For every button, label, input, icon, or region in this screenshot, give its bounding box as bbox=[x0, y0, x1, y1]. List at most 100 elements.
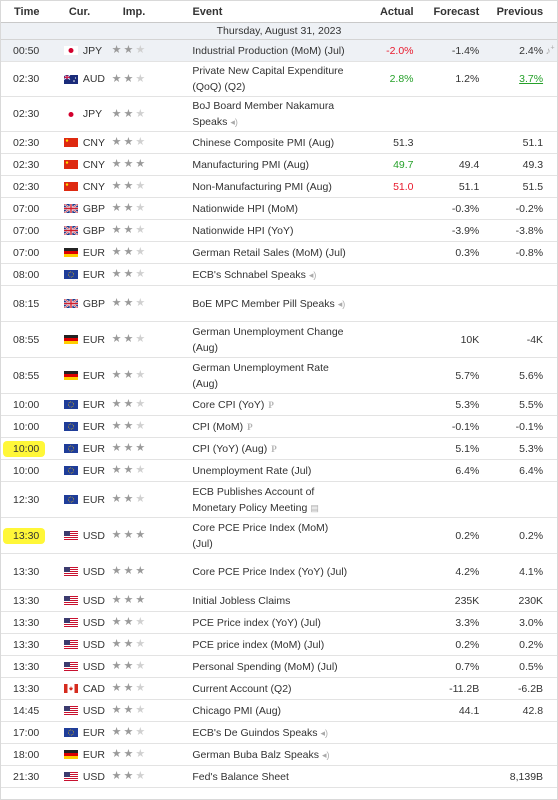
event-name[interactable]: Core CPI (YoY) P bbox=[185, 397, 349, 413]
event-row[interactable]: 17:00 EUR ★ ★ ★ ECB's De Guindos Speaks ◂) bbox=[1, 722, 557, 744]
alert-bell-icon[interactable]: ♪+ bbox=[545, 44, 555, 57]
event-name[interactable]: CPI (MoM) P bbox=[185, 419, 349, 435]
event-row[interactable]: 13:30 CAD ★ ★ ★ Current Account (Q2) -11.2B -6.… bbox=[1, 678, 557, 700]
star-icon: ★ bbox=[111, 682, 122, 694]
star-icon: ★ bbox=[123, 72, 134, 85]
event-name[interactable]: CPI (YoY) (Aug) P bbox=[185, 441, 349, 457]
event-name[interactable]: PCE price index (MoM) (Jul) bbox=[185, 637, 349, 653]
event-name[interactable]: Chinese Composite PMI (Aug) bbox=[185, 135, 349, 151]
event-row[interactable]: 02:30 CNY ★ ★ ★ Chinese Composite PMI (Aug) 51… bbox=[1, 132, 557, 154]
event-name[interactable]: Nationwide HPI (MoM) bbox=[185, 201, 349, 217]
event-name[interactable]: BoE MPC Member Pill Speaks ◂) bbox=[185, 296, 349, 312]
event-title[interactable]: PCE price index (MoM) (Jul) bbox=[192, 638, 325, 651]
event-time: 02:30 bbox=[13, 158, 40, 171]
event-title[interactable]: Core PCE Price Index (MoM) (Jul) bbox=[192, 521, 329, 550]
event-row[interactable]: 14:45 USD ★ ★ ★ Chicago PMI (Aug) 44.1 42.8 bbox=[1, 700, 557, 722]
event-title[interactable]: CPI (YoY) (Aug) bbox=[192, 442, 268, 455]
event-name[interactable]: PCE Price index (YoY) (Jul) bbox=[185, 615, 349, 631]
event-name[interactable]: Industrial Production (MoM) (Jul) bbox=[185, 43, 349, 59]
event-row[interactable]: 13:30 USD ★ ★ ★ Personal Spending (MoM) (Jul)… bbox=[1, 656, 557, 678]
event-title[interactable]: Core CPI (YoY) bbox=[192, 398, 265, 411]
event-title[interactable]: Private New Capital Expenditure (QoQ) (Q… bbox=[192, 65, 344, 93]
event-row[interactable]: 13:30 USD ★ ★ ★ Core PCE Price Index (MoM) (J… bbox=[1, 518, 557, 554]
event-title[interactable]: German Buba Balz Speaks bbox=[192, 748, 319, 761]
event-row[interactable]: 08:55 EUR ★ ★ ★ German Unemployment Rate (Aug… bbox=[1, 358, 557, 394]
event-row[interactable]: 02:30 JPY ★ ★ ★ BoJ Board Member Nakamura Spe… bbox=[1, 97, 557, 132]
currency-code: CNY bbox=[82, 136, 106, 149]
event-title[interactable]: BoJ Board Member Nakamura Speaks bbox=[192, 100, 335, 128]
event-title[interactable]: ECB's Schnabel Speaks bbox=[192, 268, 306, 281]
star-icon: ★ bbox=[111, 398, 122, 410]
event-title[interactable]: Unemployment Rate (Jul) bbox=[192, 464, 312, 477]
event-row[interactable]: 02:30 CNY ★ ★ ★ Non-Manufacturing PMI (Aug) 51… bbox=[1, 176, 557, 198]
event-name[interactable]: German Unemployment Change (Aug) bbox=[185, 324, 349, 356]
event-name[interactable]: BoJ Board Member Nakamura Speaks ◂) bbox=[185, 98, 349, 130]
header-actual: Actual bbox=[379, 5, 414, 18]
event-row[interactable]: 07:00 GBP ★ ★ ★ Nationwide HPI (YoY) -3.9% -3.8… bbox=[1, 220, 557, 242]
event-name[interactable]: ECB's De Guindos Speaks ◂) bbox=[185, 725, 349, 741]
event-title[interactable]: Non-Manufacturing PMI (Aug) bbox=[192, 180, 332, 193]
event-row[interactable]: 13:30 USD ★ ★ ★ PCE price index (MoM) (Jul) 0.… bbox=[1, 634, 557, 656]
event-name[interactable]: Fed's Balance Sheet bbox=[185, 769, 349, 785]
event-name[interactable]: Chicago PMI (Aug) bbox=[185, 703, 349, 719]
event-row[interactable]: 00:50 JPY ★ ★ ★ Industrial Production (MoM) (… bbox=[1, 40, 557, 62]
event-row[interactable]: 10:00 EUR ★ ★ ★ Unemployment Rate (Jul) 6.4% 6.… bbox=[1, 460, 557, 482]
event-title[interactable]: Nationwide HPI (YoY) bbox=[192, 224, 294, 237]
event-row[interactable]: 10:00 EUR ★ ★ ★ Core CPI (YoY) P 5.3% 5.5% bbox=[1, 394, 557, 416]
event-row[interactable]: 07:00 EUR ★ ★ ★ German Retail Sales (MoM) (Ju… bbox=[1, 242, 557, 264]
event-row[interactable]: 08:55 EUR ★ ★ ★ German Unemployment Change (A… bbox=[1, 322, 557, 358]
event-name[interactable]: Non-Manufacturing PMI (Aug) bbox=[185, 179, 349, 195]
event-title[interactable]: Nationwide HPI (MoM) bbox=[192, 202, 298, 215]
event-title[interactable]: Chinese Composite PMI (Aug) bbox=[192, 136, 335, 149]
event-title[interactable]: Chicago PMI (Aug) bbox=[192, 704, 282, 717]
star-icon: ★ bbox=[123, 107, 134, 120]
event-name[interactable]: Core PCE Price Index (MoM) (Jul) bbox=[185, 520, 349, 552]
event-row[interactable]: 10:00 EUR ★ ★ ★ CPI (MoM) P -0.1% -0.1% bbox=[1, 416, 557, 438]
event-row[interactable]: 10:00 EUR ★ ★ ★ CPI (YoY) (Aug) P 5.1% 5.3% bbox=[1, 438, 557, 460]
event-title[interactable]: Core PCE Price Index (YoY) (Jul) bbox=[192, 565, 348, 578]
event-row[interactable]: 13:30 USD ★ ★ ★ Initial Jobless Claims 235K 230… bbox=[1, 590, 557, 612]
event-title[interactable]: German Unemployment Change (Aug) bbox=[192, 325, 344, 354]
event-title[interactable]: German Retail Sales (MoM) (Jul) bbox=[192, 246, 346, 259]
event-name[interactable]: German Unemployment Rate (Aug) bbox=[185, 360, 349, 392]
event-name[interactable]: Personal Spending (MoM) (Jul) bbox=[185, 659, 349, 675]
event-name[interactable]: Nationwide HPI (YoY) bbox=[185, 223, 349, 239]
event-title[interactable]: Manufacturing PMI (Aug) bbox=[192, 158, 310, 171]
event-title[interactable]: Current Account (Q2) bbox=[192, 682, 292, 695]
event-title[interactable]: Initial Jobless Claims bbox=[192, 594, 291, 607]
event-row[interactable]: 13:30 USD ★ ★ ★ PCE Price index (YoY) (Jul) 3.… bbox=[1, 612, 557, 634]
event-title[interactable]: PCE Price index (YoY) (Jul) bbox=[192, 616, 321, 629]
event-name[interactable]: Private New Capital Expenditure (QoQ) (Q… bbox=[185, 63, 349, 95]
event-row[interactable]: 08:00 EUR ★ ★ ★ ECB's Schnabel Speaks ◂) bbox=[1, 264, 557, 286]
event-name[interactable]: Core PCE Price Index (YoY) (Jul) bbox=[185, 564, 349, 580]
event-name[interactable]: Initial Jobless Claims bbox=[185, 593, 349, 609]
event-row[interactable]: 18:00 EUR ★ ★ ★ German Buba Balz Speaks ◂) bbox=[1, 744, 557, 766]
event-row[interactable]: 12:30 EUR ★ ★ ★ ECB Publishes Account of Mone… bbox=[1, 482, 557, 518]
event-title[interactable]: Industrial Production (MoM) (Jul) bbox=[192, 44, 345, 57]
event-title[interactable]: CPI (MoM) bbox=[192, 420, 244, 433]
event-row[interactable]: 02:30 AUD ★ ★ ★ Private New Capital Expenditu… bbox=[1, 62, 557, 97]
event-title[interactable]: Fed's Balance Sheet bbox=[192, 770, 289, 783]
event-name[interactable]: Current Account (Q2) bbox=[185, 681, 349, 697]
event-row[interactable]: 13:30 USD ★ ★ ★ Core PCE Price Index (YoY) (J… bbox=[1, 554, 557, 590]
event-name[interactable]: German Buba Balz Speaks ◂) bbox=[185, 747, 349, 763]
event-title[interactable]: German Unemployment Rate (Aug) bbox=[192, 361, 329, 390]
event-row[interactable]: 08:15 GBP ★ ★ ★ BoE MPC Member Pill Speaks ◂) bbox=[1, 286, 557, 322]
flag-eu-icon bbox=[63, 422, 78, 431]
speaker-icon: ◂) bbox=[320, 727, 329, 738]
event-row[interactable]: 07:00 GBP ★ ★ ★ Nationwide HPI (MoM) -0.3% -0.2… bbox=[1, 198, 557, 220]
event-name[interactable]: ECB Publishes Account of Monetary Policy… bbox=[185, 484, 349, 516]
event-row[interactable]: 21:30 USD ★ ★ ★ Fed's Balance Sheet 8,139B bbox=[1, 766, 557, 788]
event-title[interactable]: Personal Spending (MoM) (Jul) bbox=[192, 660, 338, 673]
event-name[interactable]: Unemployment Rate (Jul) bbox=[185, 463, 349, 479]
event-row[interactable]: 02:30 CNY ★ ★ ★ Manufacturing PMI (Aug) 49.7 49… bbox=[1, 154, 557, 176]
forecast-value: 44.1 bbox=[458, 704, 480, 717]
event-name[interactable]: ECB's Schnabel Speaks ◂) bbox=[185, 267, 349, 283]
event-title[interactable]: ECB Publishes Account of Monetary Policy… bbox=[192, 485, 315, 514]
event-name[interactable]: Manufacturing PMI (Aug) bbox=[185, 157, 349, 173]
event-title[interactable]: BoE MPC Member Pill Speaks bbox=[192, 297, 335, 310]
event-title[interactable]: ECB's De Guindos Speaks bbox=[192, 726, 318, 739]
currency-code: CNY bbox=[82, 158, 106, 171]
event-name[interactable]: German Retail Sales (MoM) (Jul) bbox=[185, 245, 349, 261]
highlighter-mark bbox=[3, 441, 45, 457]
